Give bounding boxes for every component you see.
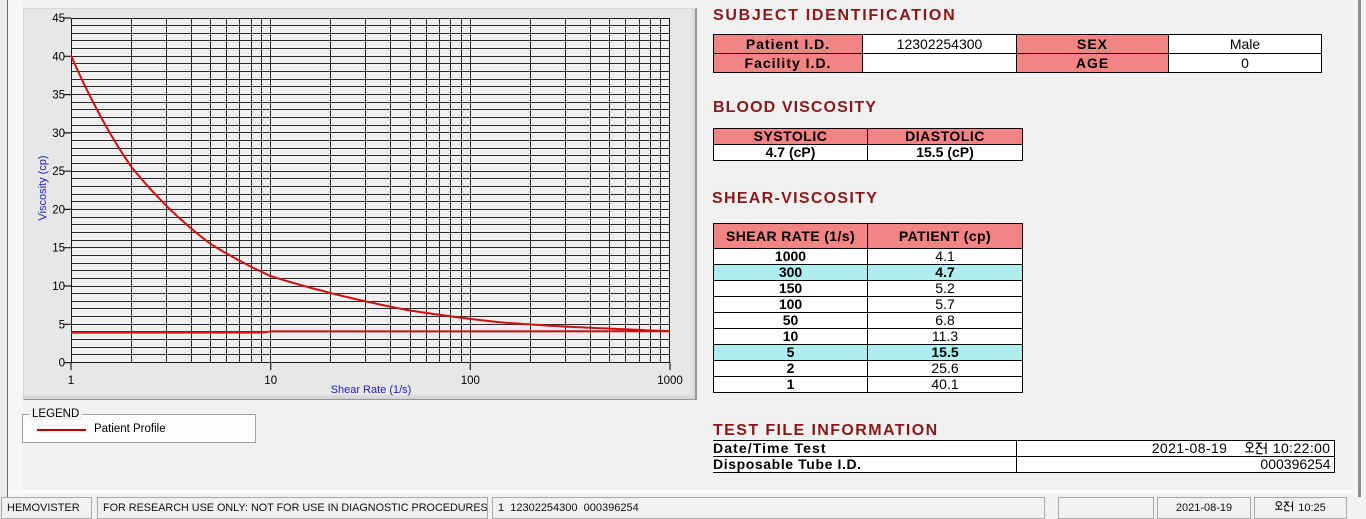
svg-text:0: 0 (59, 358, 65, 370)
svg-text:5: 5 (59, 319, 65, 331)
svg-text:1: 1 (68, 375, 74, 387)
svg-text:40: 40 (52, 51, 65, 63)
svg-text:10: 10 (52, 281, 65, 293)
svg-text:25: 25 (52, 166, 65, 178)
svg-text:15: 15 (52, 243, 65, 255)
svg-text:45: 45 (52, 13, 65, 25)
svg-text:100: 100 (461, 375, 480, 387)
svg-text:Viscosity (cp): Viscosity (cp) (37, 155, 49, 220)
svg-text:1000: 1000 (657, 375, 683, 387)
svg-text:20: 20 (52, 204, 65, 216)
svg-text:Shear Rate (1/s): Shear Rate (1/s) (331, 384, 412, 396)
svg-text:10: 10 (264, 375, 277, 387)
svg-text:35: 35 (52, 90, 65, 102)
svg-text:30: 30 (52, 128, 65, 140)
